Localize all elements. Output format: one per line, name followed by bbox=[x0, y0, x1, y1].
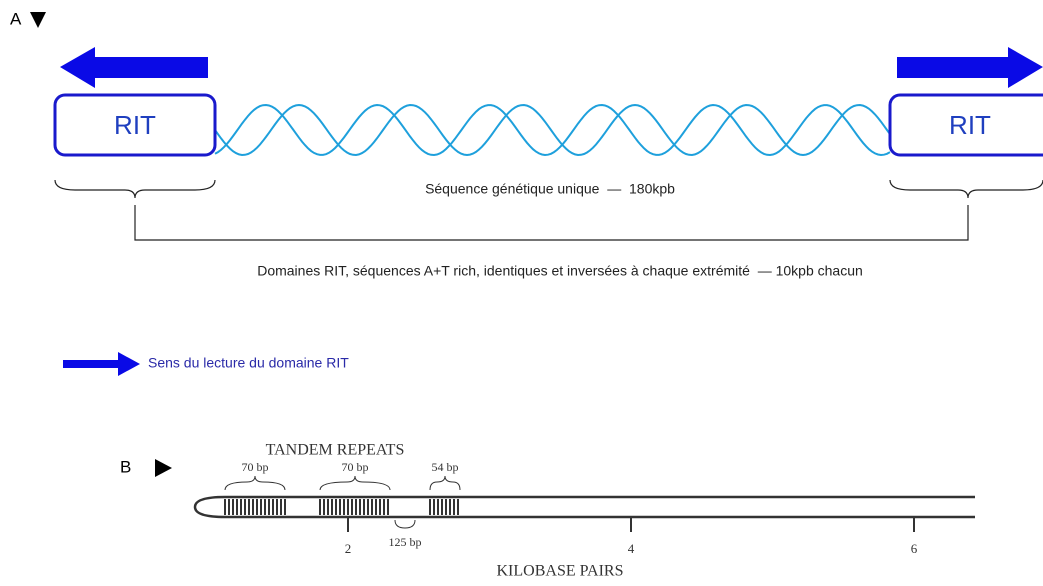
panel-marker bbox=[155, 459, 172, 477]
spacer-label: 125 bp bbox=[389, 535, 422, 549]
legend-text: Sens du lecture du domaine RIT bbox=[148, 355, 349, 371]
repeat-brace bbox=[224, 475, 286, 491]
caption: Séquence génétique unique — 180kpb bbox=[425, 181, 675, 197]
spacer-brace bbox=[394, 519, 416, 529]
repeat-label: 54 bp bbox=[432, 460, 459, 474]
title: TANDEM REPEATS bbox=[266, 442, 405, 459]
direction-arrow bbox=[897, 47, 1043, 88]
brace bbox=[889, 179, 1043, 199]
dna-strands bbox=[214, 103, 891, 157]
bracket bbox=[134, 205, 969, 241]
panel-label: A bbox=[10, 9, 22, 28]
repeat-regions: 70 bp 70 bp 54 bp bbox=[224, 460, 461, 515]
strand bbox=[214, 103, 891, 157]
brace bbox=[54, 179, 216, 199]
repeat-brace bbox=[319, 475, 391, 491]
rit-box bbox=[53, 93, 217, 157]
direction-arrow bbox=[60, 47, 208, 88]
panel-marker bbox=[30, 12, 46, 28]
panel-label: B bbox=[120, 457, 131, 476]
rit-label: RIT bbox=[949, 110, 991, 140]
repeat-label: 70 bp bbox=[242, 460, 269, 474]
tick-label: 2 bbox=[345, 541, 352, 556]
legend-arrow bbox=[63, 352, 140, 376]
axis-label: KILOBASE PAIRS bbox=[497, 563, 624, 580]
repeat-label: 70 bp bbox=[342, 460, 369, 474]
tick-label: 4 bbox=[628, 541, 635, 556]
rit-box bbox=[888, 93, 1043, 157]
tick-label: 6 bbox=[911, 541, 918, 556]
caption: Domaines RIT, séquences A+T rich, identi… bbox=[257, 263, 863, 279]
repeat-brace bbox=[429, 475, 461, 491]
strand bbox=[214, 103, 891, 157]
chromosome bbox=[193, 495, 975, 519]
rit-label: RIT bbox=[114, 110, 156, 140]
